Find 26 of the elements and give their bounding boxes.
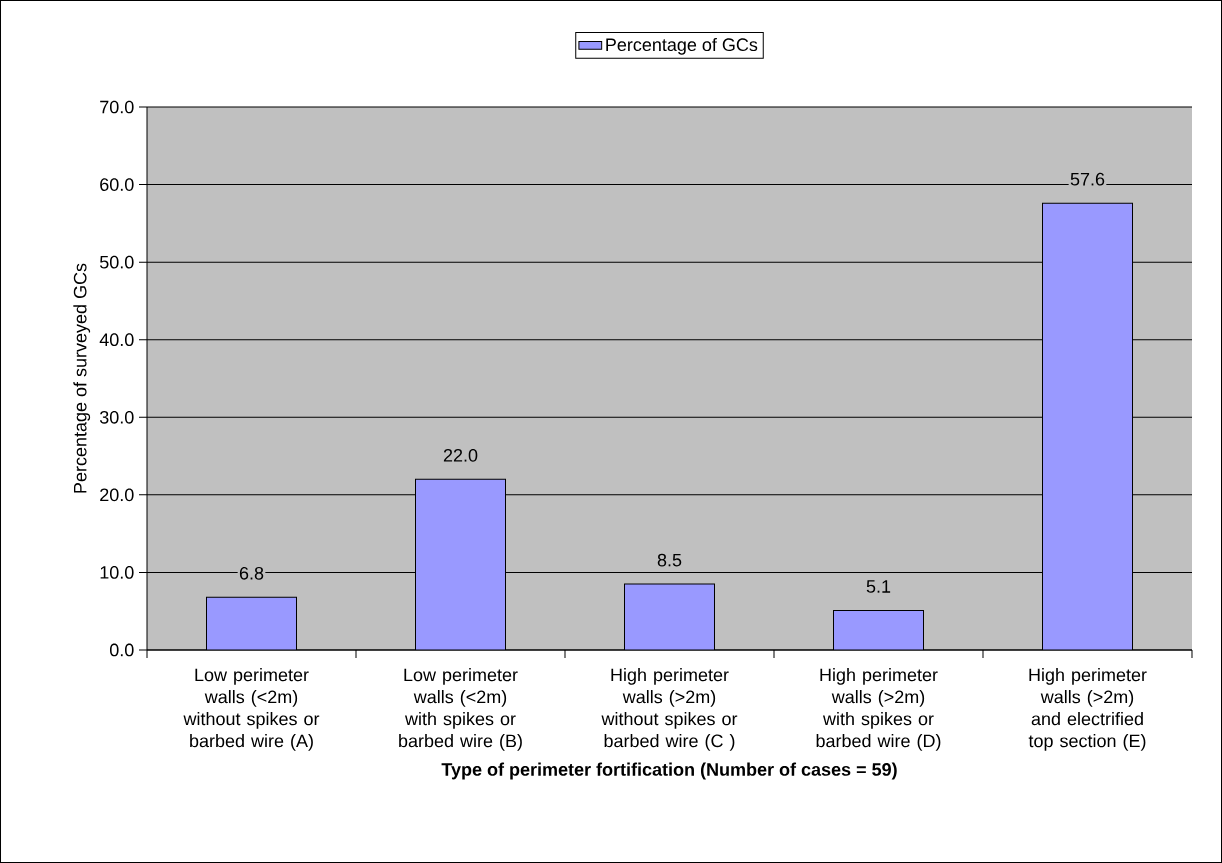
data-label: 57.6 [1070,172,1105,186]
bar [624,583,715,650]
data-label: 5.1 [866,580,891,593]
x-tick-label: High perimeter walls (>2m) with spikes or barbed wire (D) [816,668,941,751]
y-tick-label: 60.0 [100,178,134,191]
x-tick-label: High perimeter walls (>2m) without spikes or barbed wire (C ) [601,668,738,751]
y-tick-label: 50.0 [99,255,134,269]
data-label: 6.8 [239,566,264,580]
y-tick-label: 40.0 [99,333,134,347]
x-tick-label: Low perimeter walls (<2m) without spikes or barbed wire (A) [183,668,320,751]
data-label: 8.5 [657,553,682,567]
data-label: 22.0 [443,448,478,462]
y-tick-label: 30.0 [99,410,134,424]
bar [1041,202,1133,650]
bar [206,596,298,650]
x-tick-label: Low perimeter walls (<2m) with spikes or barbed wire (B) [399,668,522,751]
legend-label: Percentage of GCs [606,37,758,55]
y-axis-title: Percentage of surveyed GCs [73,263,91,493]
x-tick-label: High perimeter walls (>2m) and electrified top section (E) [1028,668,1147,751]
bar [833,609,924,650]
y-tick-label: 70.0 [100,100,134,114]
y-tick-label: 0.0 [109,643,134,657]
bar [415,478,506,650]
y-tick-label: 10.0 [100,566,134,579]
y-tick-label: 20.0 [100,488,134,502]
x-axis-title: Type of perimeter fortification (Number of cases = 59) [441,762,897,780]
